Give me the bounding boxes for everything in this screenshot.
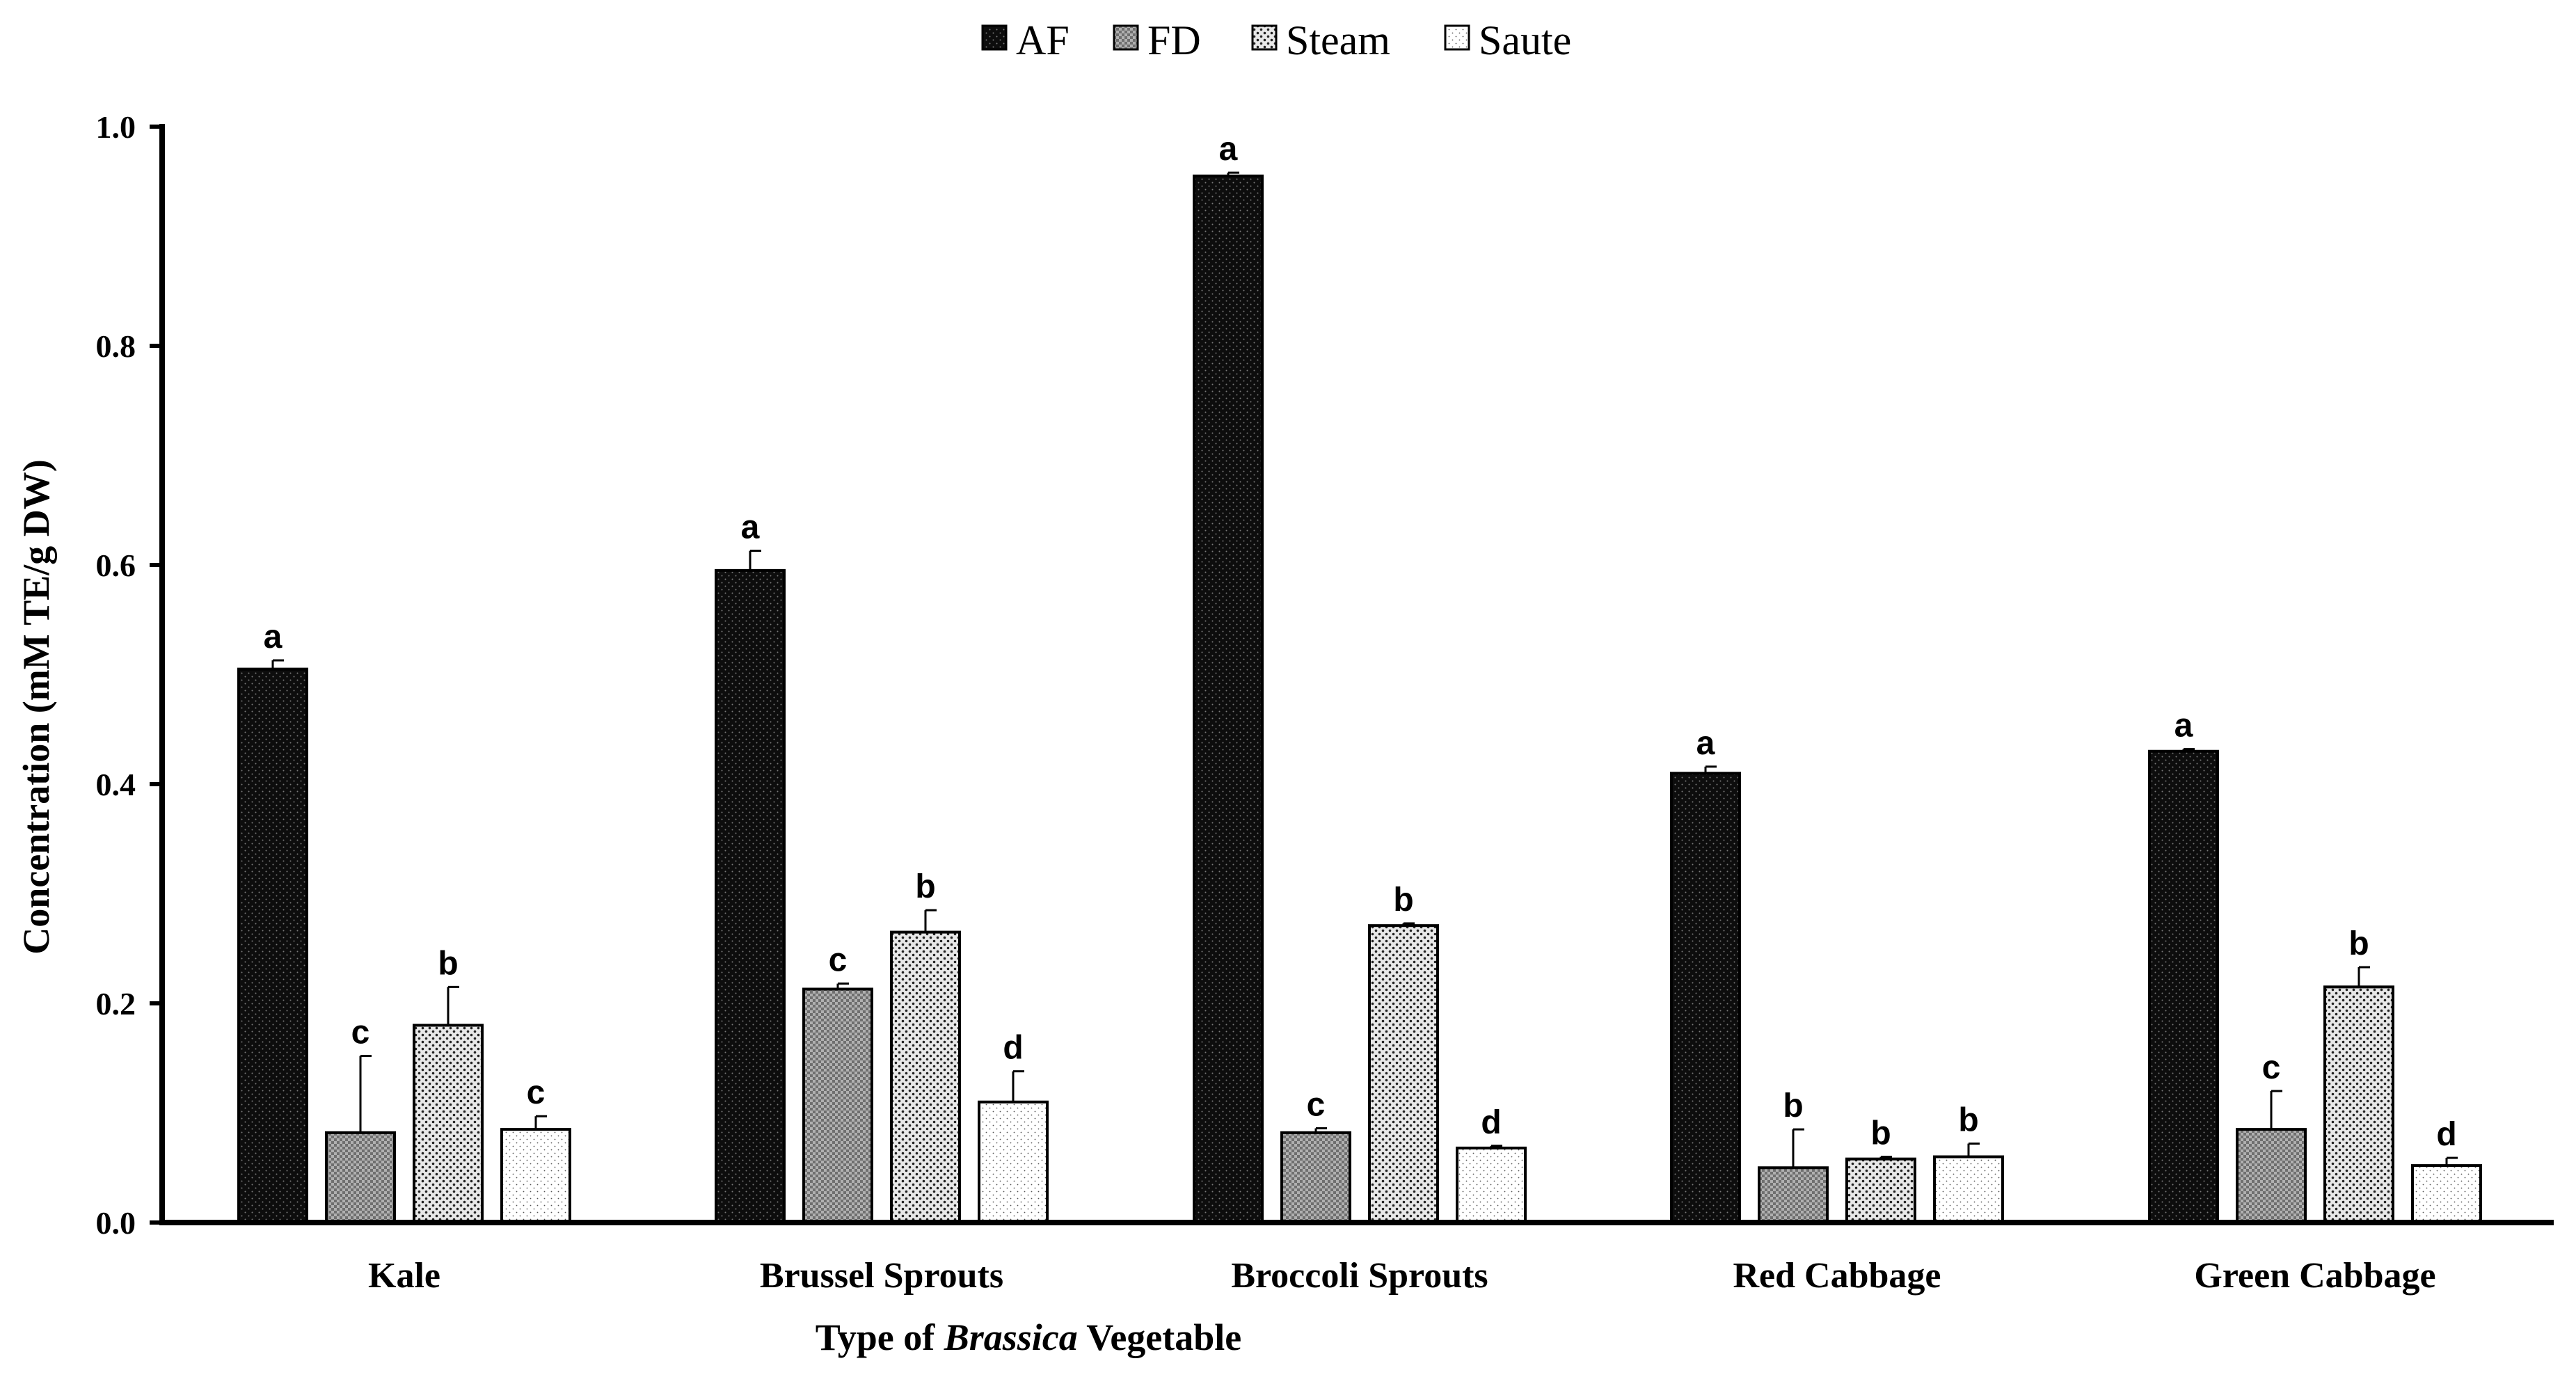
significance-letter: a	[741, 509, 760, 546]
significance-letter: d	[2436, 1116, 2456, 1153]
y-tick-label: 0.0	[96, 1205, 136, 1241]
legend-label-saute: Saute	[1479, 17, 1571, 63]
category-label: Brussel Sprouts	[760, 1256, 1003, 1296]
significance-letter: c	[1307, 1087, 1326, 1124]
y-tick-label: 0.6	[96, 548, 136, 583]
significance-letter: b	[1393, 882, 1413, 918]
x-axis-title-part-2: Brassica	[944, 1316, 1078, 1358]
bar-af-4	[2148, 749, 2219, 1224]
legend-label-fd: FD	[1147, 17, 1201, 63]
significance-letter: b	[1958, 1102, 1978, 1139]
x-axis-title-part-1: Type of	[816, 1316, 944, 1358]
y-tick-label: 0.2	[96, 986, 136, 1021]
significance-letter: d	[1481, 1104, 1501, 1141]
bar-fd-3	[1758, 1166, 1829, 1224]
bar-steam-0	[413, 1024, 484, 1224]
legend: AF FD Steam Saute	[981, 17, 1571, 63]
x-axis-title: Type of Brassica Vegetable	[816, 1316, 1242, 1358]
significance-letter: c	[351, 1014, 370, 1051]
bar-saute-1	[978, 1100, 1049, 1224]
bar-saute-0	[500, 1128, 571, 1224]
significance-letter: a	[264, 619, 283, 655]
y-axis-ticks: 0.0 0.2 0.4 0.6 0.8 1.0	[96, 109, 162, 1241]
legend-swatch-fd	[1113, 24, 1139, 51]
significance-letter: c	[2262, 1049, 2281, 1086]
bar-saute-4	[2411, 1164, 2482, 1224]
significance-letter: a	[2175, 708, 2193, 745]
category-label: Kale	[368, 1256, 440, 1296]
legend-label-steam: Steam	[1286, 17, 1390, 63]
category-label: Red Cabbage	[1733, 1256, 1941, 1296]
significance-letter: b	[1870, 1115, 1891, 1152]
x-axis-categories: Kale Brussel Sprouts Broccoli Sprouts Red C…	[368, 1256, 2436, 1296]
significance-letter: b	[915, 868, 935, 905]
bar-af-3	[1670, 772, 1741, 1224]
y-tick-label: 0.4	[96, 767, 136, 802]
y-axis-title: Concentration (mM TE/g DW)	[15, 459, 57, 954]
bar-steam-3	[1845, 1157, 1916, 1225]
significance-letter: b	[438, 945, 458, 982]
bar-fd-4	[2236, 1128, 2307, 1224]
category-label: Broccoli Sprouts	[1231, 1256, 1488, 1296]
significance-letter: c	[527, 1074, 546, 1111]
bar-saute-3	[1933, 1155, 2004, 1224]
legend-swatch-saute	[1444, 24, 1470, 51]
significance-letter: a	[1219, 131, 1238, 168]
legend-swatch-af	[981, 24, 1008, 51]
bar-fd-1	[802, 987, 873, 1225]
significance-letter: b	[2348, 925, 2369, 962]
bar-af-0	[237, 667, 308, 1224]
significance-letter: a	[1696, 725, 1715, 762]
significance-letter: b	[1783, 1088, 1803, 1124]
bar-af-2	[1193, 174, 1264, 1224]
bar-fd-0	[325, 1131, 396, 1224]
bar-fd-2	[1280, 1131, 1351, 1224]
bar-steam-2	[1368, 924, 1439, 1225]
y-tick-label: 0.8	[96, 328, 136, 364]
bar-af-1	[715, 568, 786, 1224]
y-tick-label: 1.0	[96, 109, 136, 145]
x-axis-title-part-3: Vegetable	[1078, 1316, 1242, 1358]
bar-saute-2	[1456, 1146, 1527, 1225]
category-label: Green Cabbage	[2194, 1256, 2435, 1296]
legend-swatch-steam	[1251, 24, 1278, 51]
bars: a a a a a c c c b c b b b b b c d d b d	[237, 131, 2482, 1225]
bar-steam-4	[2323, 985, 2394, 1224]
significance-letter: c	[829, 942, 848, 979]
legend-label-af: AF	[1016, 17, 1070, 63]
bar-steam-1	[890, 930, 961, 1224]
significance-letter: d	[1003, 1030, 1023, 1067]
